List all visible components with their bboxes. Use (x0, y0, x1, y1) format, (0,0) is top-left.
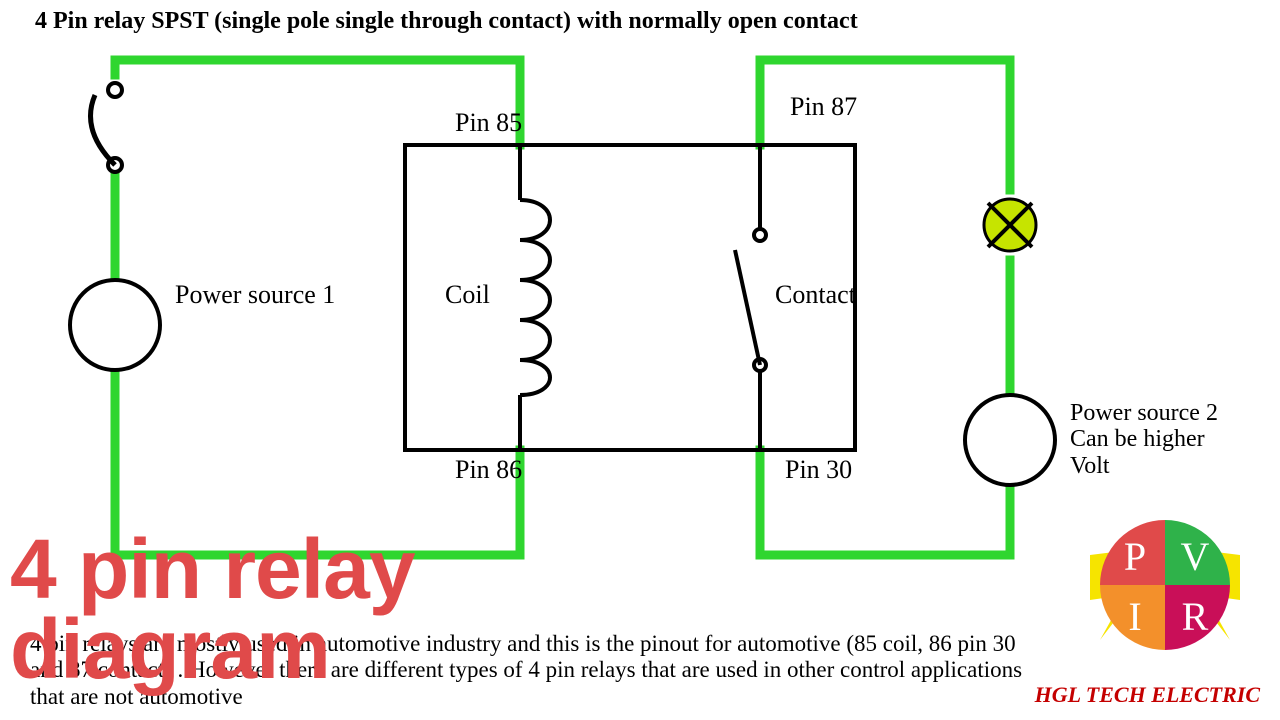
label-contact: Contact (775, 280, 856, 310)
label-power1: Power source 1 (175, 280, 335, 310)
label-power2-l3: Volt (1070, 453, 1218, 479)
label-pin86: Pin 86 (455, 455, 522, 485)
logo-letter-r: R (1182, 594, 1209, 639)
brand-text: HGL TECH ELECTRIC (1035, 682, 1260, 708)
logo-letter-p: P (1124, 534, 1146, 579)
label-power2: Power source 2 Can be higher Volt (1070, 400, 1218, 479)
overlay-title: 4 pin relaydiagram (10, 530, 415, 690)
brand-logo: P V I R (1080, 500, 1250, 670)
label-power2-l1: Power source 2 (1070, 400, 1218, 426)
label-power2-l2: Can be higher (1070, 426, 1218, 452)
logo-letter-i: I (1128, 594, 1141, 639)
label-pin30: Pin 30 (785, 455, 852, 485)
label-coil: Coil (445, 280, 490, 310)
logo-letter-v: V (1181, 534, 1210, 579)
label-pin85: Pin 85 (455, 108, 522, 138)
label-pin87: Pin 87 (790, 92, 857, 122)
